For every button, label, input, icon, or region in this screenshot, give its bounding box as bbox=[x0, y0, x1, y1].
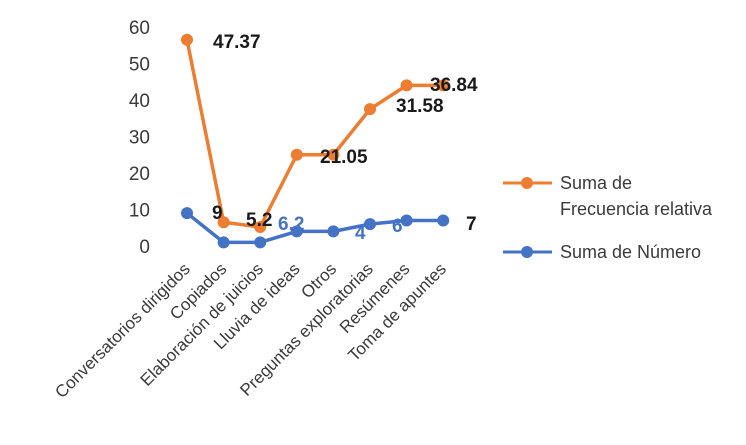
data-label: 31.58 bbox=[396, 96, 444, 117]
y-axis: 0 10 20 30 40 50 60 bbox=[129, 18, 150, 258]
y-tick-label: 30 bbox=[129, 128, 150, 149]
data-point bbox=[217, 216, 230, 229]
data-label: 6 bbox=[392, 216, 403, 237]
data-label: 6.2 bbox=[278, 214, 304, 235]
data-label: 21.05 bbox=[320, 147, 368, 168]
legend-marker-numero bbox=[521, 246, 533, 258]
data-label: 36.84 bbox=[430, 75, 478, 96]
legend-label-numero: Suma de Número bbox=[560, 242, 701, 262]
y-tick-label: 10 bbox=[129, 201, 150, 222]
data-point bbox=[327, 225, 340, 238]
data-point bbox=[181, 33, 193, 46]
data-label: 4 bbox=[355, 223, 366, 244]
legend: Suma de Frecuencia relativa Suma de Núme… bbox=[503, 173, 713, 262]
data-point bbox=[254, 221, 267, 234]
y-tick-label: 40 bbox=[129, 91, 150, 112]
data-label: 9 bbox=[212, 203, 223, 224]
series-layer bbox=[181, 33, 450, 249]
data-label: 7 bbox=[466, 214, 477, 235]
data-point bbox=[400, 79, 413, 92]
data-point bbox=[290, 225, 303, 238]
data-point bbox=[364, 218, 376, 231]
data-point bbox=[254, 236, 267, 249]
y-tick-label: 60 bbox=[129, 18, 150, 39]
data-point bbox=[217, 236, 230, 249]
data-point bbox=[327, 148, 340, 161]
legend-label-frecuencia-line1: Suma de bbox=[560, 173, 632, 193]
y-tick-label: 0 bbox=[139, 237, 150, 258]
data-label: 47.37 bbox=[213, 32, 261, 53]
series-line bbox=[185, 211, 444, 245]
data-point bbox=[181, 207, 193, 220]
y-tick-label: 20 bbox=[129, 164, 150, 185]
x-tick-label: Conversatorios dirigidos bbox=[51, 259, 193, 401]
y-tick-label: 50 bbox=[129, 55, 150, 76]
data-point bbox=[400, 214, 413, 227]
data-label: 5.2 bbox=[246, 210, 272, 231]
x-axis: Conversatorios dirigidosCopiadosElaborac… bbox=[51, 259, 450, 401]
legend-label-frecuencia-line2: Frecuencia relativa bbox=[560, 199, 713, 219]
data-point bbox=[290, 148, 303, 161]
series-line bbox=[185, 39, 444, 229]
legend-marker-frecuencia bbox=[521, 177, 533, 189]
data-point bbox=[437, 79, 450, 92]
data-point bbox=[437, 214, 450, 227]
data-point bbox=[364, 103, 376, 116]
